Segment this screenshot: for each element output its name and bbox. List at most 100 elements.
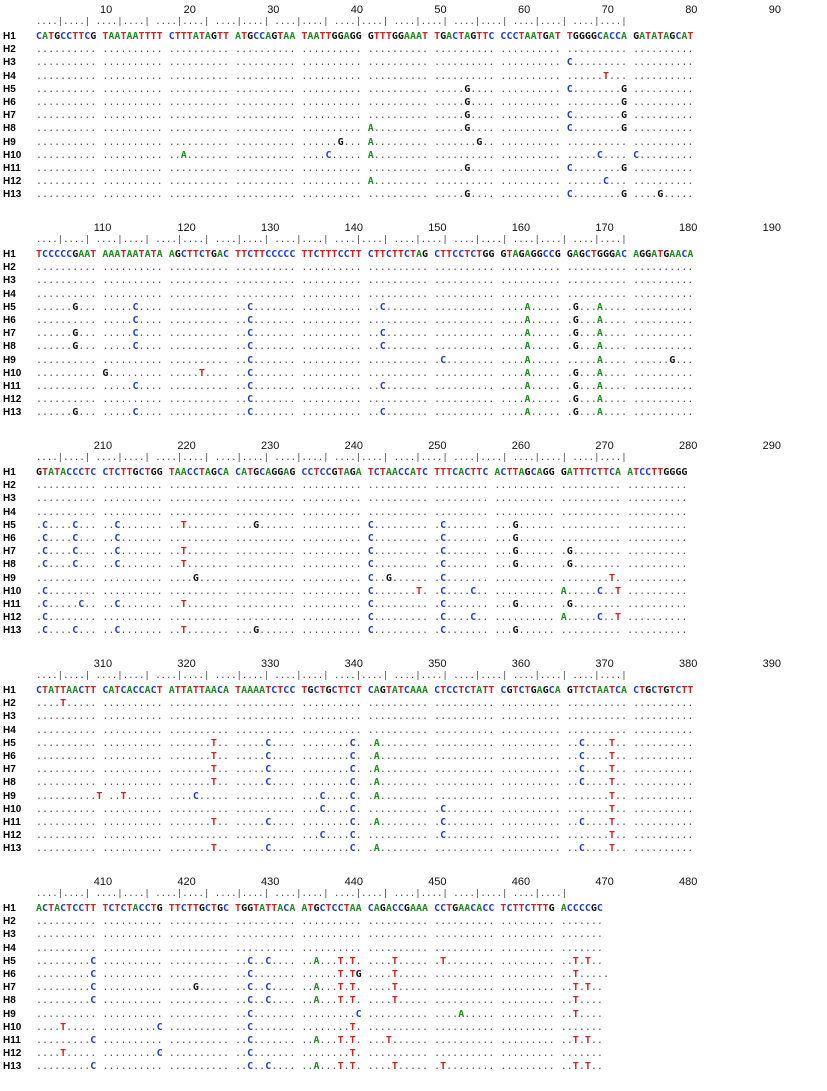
sequence-row: CATGCCTTCG TAATAATTTT CTTTATAGTT ATGCCAG… [36, 31, 694, 42]
ruler-number: 340 [344, 658, 363, 670]
sequence-row: .......... .......... .......T.. .....C.… [36, 751, 694, 762]
haplotype-label: H3 [3, 929, 16, 941]
haplotype-label: H11 [3, 599, 21, 610]
haplotype-label: H2 [3, 262, 16, 274]
sequence-row: .C.....C.. ..C....... ..T....... .......… [36, 599, 688, 610]
sequence-row: .......... .......... .......... .......… [36, 711, 694, 723]
ruler-number: 180 [679, 222, 698, 234]
haplotype-label: H9 [3, 1008, 16, 1020]
sequence-row: .......... .......... .......... .......… [36, 803, 694, 815]
haplotype-label: H13 [3, 1061, 22, 1073]
haplotype-label: H13 [3, 843, 22, 855]
haplotype-label: H6 [3, 751, 16, 762]
sequence-row: .......... .......... .......T.. .....C.… [36, 764, 694, 776]
haplotype-label: H10 [3, 585, 22, 597]
sequence-row: .........C .......... .......... ..C....… [36, 1035, 603, 1046]
haplotype-label: H8 [3, 777, 16, 789]
sequence-row: .......... .......... .......... .......… [36, 830, 694, 842]
sequence-row: .......... .......... .......... ..C....… [36, 1008, 603, 1020]
sequence-row: .......... .......... .......T.. .....C.… [36, 737, 694, 749]
sequence-row: .......... .......... .......... .......… [36, 57, 694, 69]
ruler-ticks: ....|....| ....|....| ....|....| ....|..… [36, 671, 627, 681]
ruler-number: 440 [344, 876, 363, 888]
haplotype-label: H4 [3, 942, 16, 954]
haplotype-label: H3 [3, 275, 16, 287]
haplotype-label: H13 [3, 625, 22, 637]
ruler-number: 130 [261, 222, 280, 234]
haplotype-label: H6 [3, 533, 16, 544]
alignment-block: 102030405060708090100....|....| ....|...… [0, 4, 827, 219]
ruler-number: 120 [177, 222, 196, 234]
haplotype-label: H9 [3, 136, 16, 148]
haplotype-label: H4 [3, 724, 16, 736]
sequence-row: .......... .......... .......T.. .....C.… [36, 843, 694, 855]
ruler-number: 110 [93, 222, 112, 234]
haplotype-label: H6 [3, 969, 16, 980]
haplotype-label: H2 [3, 44, 16, 56]
ruler-number: 390 [762, 658, 781, 670]
haplotype-label: H7 [3, 546, 16, 558]
haplotype-label: H7 [3, 764, 16, 776]
ruler-number: 20 [183, 4, 196, 16]
haplotype-label: H6 [3, 97, 16, 108]
haplotype-label: H4 [3, 70, 16, 82]
ruler-number: 330 [261, 658, 280, 670]
haplotype-label: H11 [3, 817, 21, 828]
haplotype-label: H11 [3, 163, 21, 174]
haplotype-label: H12 [3, 830, 22, 842]
ruler-number: 170 [595, 222, 614, 234]
haplotype-label: H3 [3, 493, 16, 505]
haplotype-label: H9 [3, 354, 16, 366]
ruler-number: 370 [595, 658, 614, 670]
sequence-row: GTATACCCTC CTCTTGCTGG TAACCTAGCA CATGCAG… [36, 467, 688, 478]
sequence-row: ..........T ..T...... ....C..... .......… [36, 790, 694, 802]
ruler-number: 50 [434, 4, 447, 16]
sequence-row: .......... .......... .......... .......… [36, 288, 694, 300]
ruler-number: 150 [428, 222, 447, 234]
haplotype-label: H12 [3, 1048, 22, 1060]
sequence-row: .......... G......... .....T.... ..C....… [36, 367, 694, 379]
ruler-number: 210 [93, 440, 113, 452]
haplotype-label: H12 [3, 612, 22, 624]
sequence-row: .C....C... ..C....... .......... .......… [36, 533, 688, 544]
haplotype-label: H2 [3, 698, 16, 710]
ruler-number: 290 [762, 440, 781, 452]
sequence-row: .......... .......... .......... .......… [36, 176, 694, 188]
ruler-number: 410 [93, 876, 113, 888]
ruler-number: 460 [511, 876, 531, 888]
sequence-row: .........C .......... .......... ..C..C.… [36, 995, 603, 1007]
ruler-number: 70 [601, 4, 614, 16]
sequence-row: .......... .......... .......... .......… [36, 480, 688, 492]
sequence-row: .......... .......... .......... .......… [36, 70, 694, 82]
sequence-row: .........C .......... .......... ..C..C.… [36, 955, 603, 967]
sequence-row: .........C .......... .......... ..C....… [36, 969, 609, 980]
haplotype-label: H1 [3, 249, 16, 260]
ruler-number: 350 [428, 658, 447, 670]
sequence-row: .C....C... ..C....... ..T....... ...G...… [36, 625, 688, 637]
sequence-row: .......... .......... .......... .......… [36, 136, 694, 148]
sequence-row: .......... .......... .......... .......… [36, 942, 603, 954]
sequence-row: .......... .......... .......T.. .....C.… [36, 817, 694, 828]
sequence-row: ACTACTCCTT TCTCTACCTG TTCTTGCTGC TGGTATT… [36, 903, 603, 914]
haplotype-label: H11 [3, 1035, 21, 1046]
sequence-row: .C....C... ..C....... ..T....... .......… [36, 546, 688, 558]
haplotype-label: H8 [3, 995, 16, 1007]
haplotype-label: H4 [3, 506, 16, 518]
haplotype-label: H5 [3, 955, 16, 967]
haplotype-label: H2 [3, 480, 16, 492]
sequence-row: .......... .......... .......... .......… [36, 189, 694, 201]
ruler-number: 280 [679, 440, 698, 452]
haplotype-label: H7 [3, 328, 16, 340]
haplotype-label: H8 [3, 123, 16, 135]
haplotype-label: H2 [3, 916, 16, 928]
sequence-row: .......... .......... .......T.. .....C.… [36, 777, 694, 789]
sequence-row: ....T..... .......... .......... .......… [36, 698, 694, 710]
ruler-number: 10 [100, 4, 113, 16]
sequence-row: .C....C... ..C....... ..T....... ...G...… [36, 519, 688, 531]
alignment-block: 110120130140150160170180190200....|....|… [0, 222, 827, 437]
ruler-number: 40 [350, 4, 364, 16]
sequence-row: .......... .......... .......... .......… [36, 493, 688, 505]
sequence-row: .......... .......... .......... .......… [36, 275, 694, 287]
haplotype-label: H5 [3, 519, 16, 531]
haplotype-label: H10 [3, 367, 22, 379]
